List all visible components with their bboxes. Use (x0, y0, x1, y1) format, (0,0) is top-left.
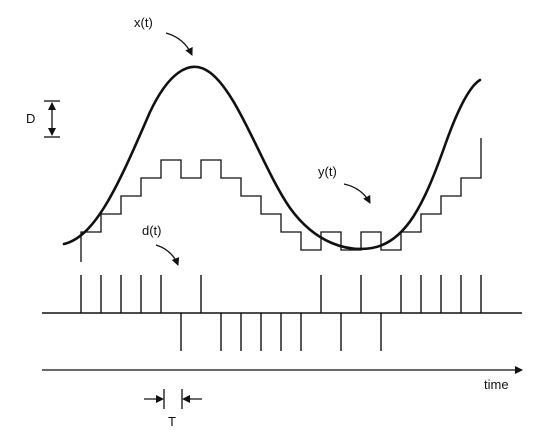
x-signal-pointer (165, 32, 193, 56)
d-signal-pointer (155, 244, 180, 266)
step-size-marker (44, 100, 60, 138)
d-signal-label: d(t) (142, 223, 162, 238)
step-size-label: D (26, 111, 35, 126)
pulse-train (80, 275, 482, 351)
x-signal-label: x(t) (134, 15, 153, 30)
smooth-signal (62, 65, 482, 251)
time-axis-label: time (484, 377, 509, 392)
y-signal-pointer (343, 183, 371, 204)
period-marker (144, 389, 202, 409)
y-signal-label: y(t) (318, 164, 337, 179)
period-label: T (168, 414, 176, 429)
staircase-signal (80, 138, 482, 262)
